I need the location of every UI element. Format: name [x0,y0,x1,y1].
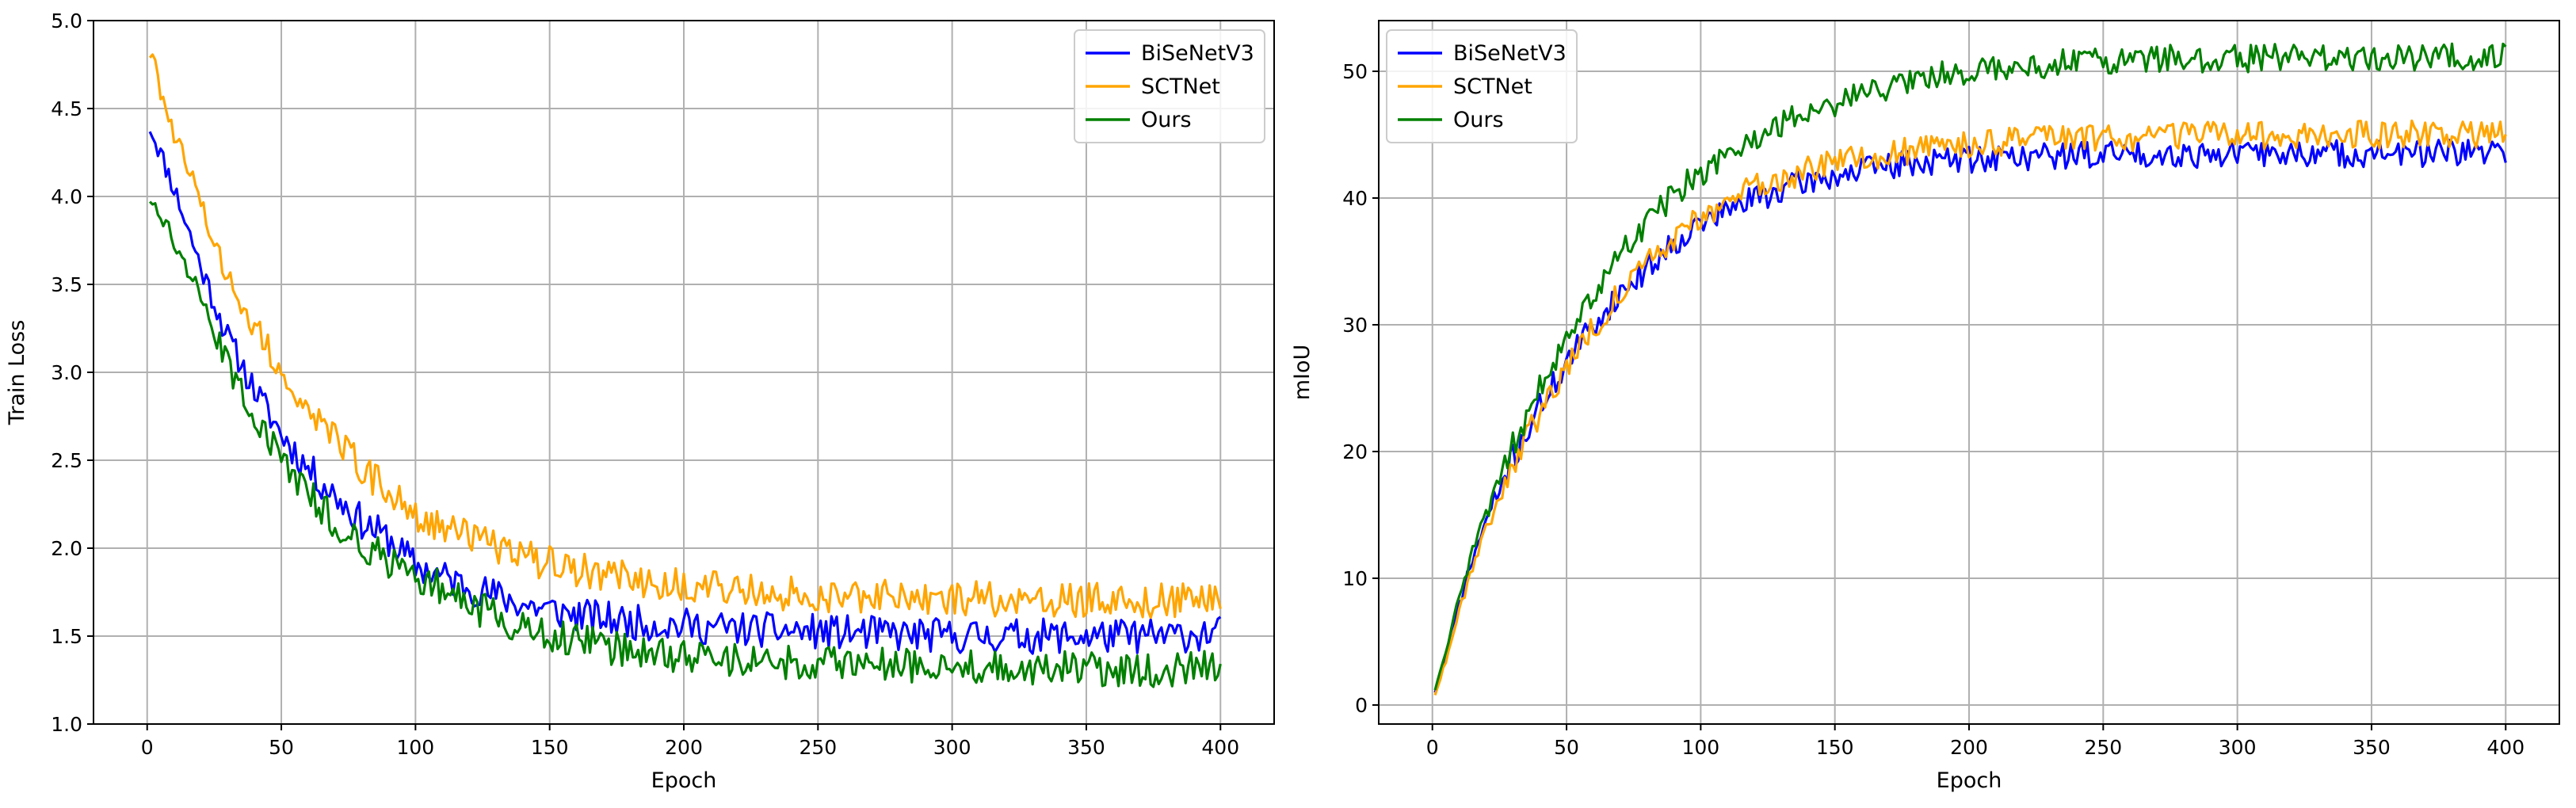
y-axis-label: mIoU [1290,345,1315,401]
y-tick-label: 40 [1342,187,1368,210]
x-tick-label: 200 [1950,736,1988,759]
series-line-sctnet [1433,119,2507,696]
y-tick-label: 2.0 [51,537,82,560]
series-lines [148,53,1222,688]
y-axis-label: Train Loss [5,320,29,426]
y-tick-label: 0 [1355,694,1368,717]
y-tick-label: 1.0 [51,713,82,736]
y-tick-label: 3.5 [51,273,82,296]
x-tick-label: 200 [665,736,703,759]
legend-label-sctnet: SCTNet [1453,74,1532,99]
x-tick-label: 100 [397,736,435,759]
x-tick-label: 250 [2084,736,2122,759]
x-tick-label: 150 [531,736,569,759]
x-tick-label: 350 [1067,736,1105,759]
y-tick-label: 10 [1342,567,1368,590]
legend-label-sctnet: SCTNet [1141,74,1220,99]
x-axis-label: Epoch [1937,768,2002,793]
legend-box [1386,29,1578,143]
x-tick-label: 0 [141,736,154,759]
x-tick-label: 100 [1682,736,1720,759]
legend-label-bisenetv3: BiSeNetV3 [1141,41,1254,66]
legend-label-bisenetv3: BiSeNetV3 [1453,41,1567,66]
series-line-bisenetv3 [148,131,1222,655]
series-line-sctnet [148,53,1222,619]
y-tick-label: 5.0 [51,10,82,32]
y-tick-label: 4.0 [51,185,82,208]
x-tick-label: 50 [1554,736,1579,759]
series-line-ours [148,200,1222,688]
y-tick-label: 30 [1342,314,1368,337]
x-axis-label: Epoch [651,768,717,793]
y-tick-label: 2.5 [51,449,82,472]
y-tick-label: 1.5 [51,625,82,648]
x-tick-label: 400 [2486,736,2524,759]
y-tick-label: 50 [1342,60,1368,83]
x-tick-label: 300 [2219,736,2257,759]
x-tick-label: 250 [799,736,837,759]
y-tick-label: 20 [1342,440,1368,463]
x-tick-label: 150 [1816,736,1854,759]
legend-label-ours: Ours [1141,108,1192,132]
x-tick-label: 300 [933,736,971,759]
series-line-ours [1433,42,2507,691]
legend-label-ours: Ours [1453,108,1504,132]
series-lines [1433,42,2507,696]
x-tick-label: 400 [1201,736,1239,759]
chart-panel-1: 0 50 100 150 200 250 300 350 400 1.0 1.5 2.0 2.5 3.0 3… [5,10,1275,793]
x-tick-label: 50 [269,736,294,759]
x-tick-label: 350 [2353,736,2391,759]
legend: BiSeNetV3 SCTNet Ours [1386,29,1578,143]
y-tick-label: 3.0 [51,361,82,384]
x-tick-label: 0 [1426,736,1439,759]
y-tick-label: 4.5 [51,97,82,120]
legend-box [1074,29,1265,143]
legend: BiSeNetV3 SCTNet Ours [1074,29,1265,143]
chart-panel-2: 0 50 100 150 200 250 300 350 400 0 10 20 30 40 50 Epoch… [1290,20,2560,793]
